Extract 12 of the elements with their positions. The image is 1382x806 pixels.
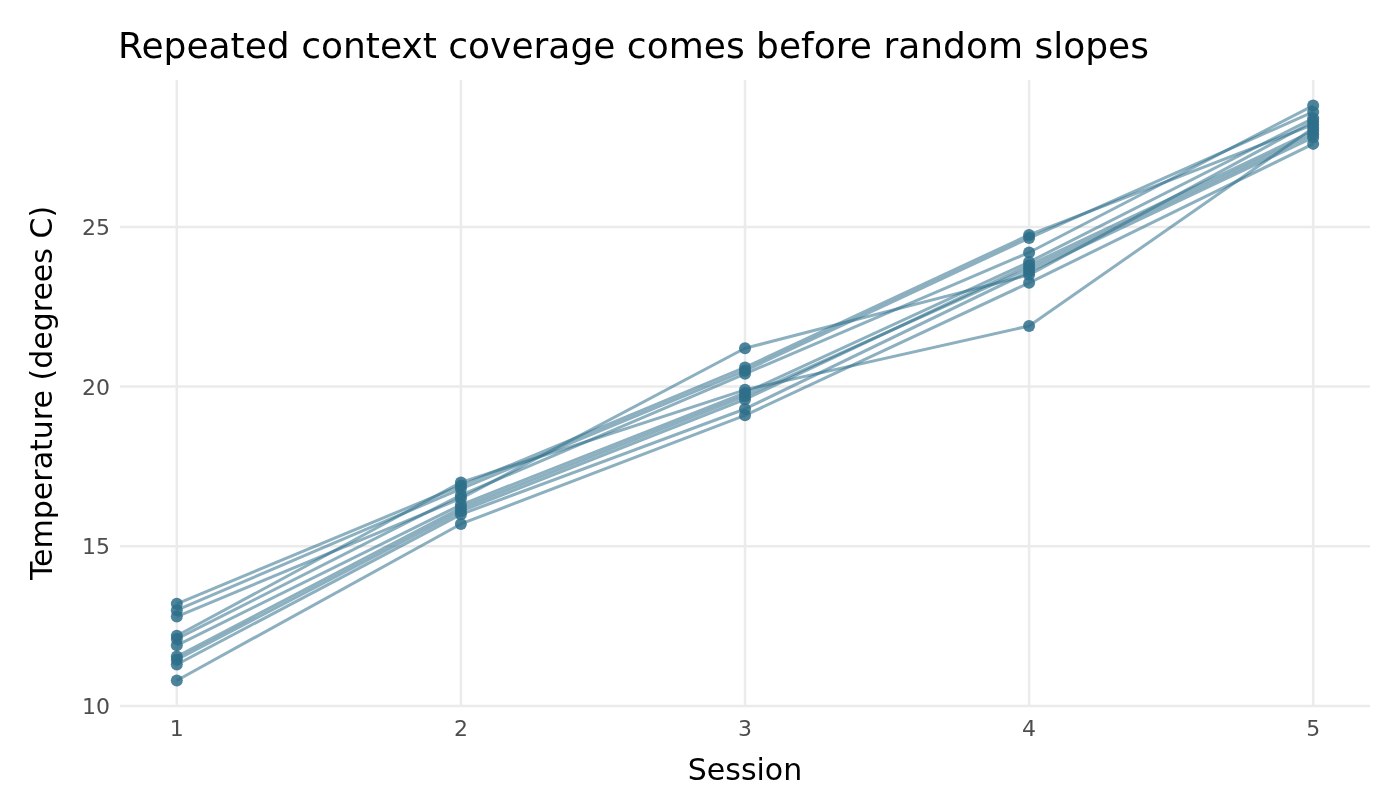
y-tick-label: 10 bbox=[82, 694, 110, 719]
y-tick-label: 25 bbox=[82, 214, 110, 240]
x-tick-label: 1 bbox=[169, 716, 184, 741]
x-axis-title: Session bbox=[687, 752, 803, 787]
x-tick-label: 4 bbox=[1022, 716, 1037, 741]
x-tick-label: 3 bbox=[738, 716, 752, 741]
y-axis-title: Temperature (degrees C) bbox=[24, 205, 59, 582]
x-tick-label: 5 bbox=[1306, 716, 1321, 741]
y-tick-label: 20 bbox=[82, 374, 110, 400]
x-tick-label: 2 bbox=[453, 716, 468, 741]
chart-title: Repeated context coverage comes before random slopes bbox=[118, 25, 1150, 66]
y-tick-label: 15 bbox=[82, 534, 110, 560]
